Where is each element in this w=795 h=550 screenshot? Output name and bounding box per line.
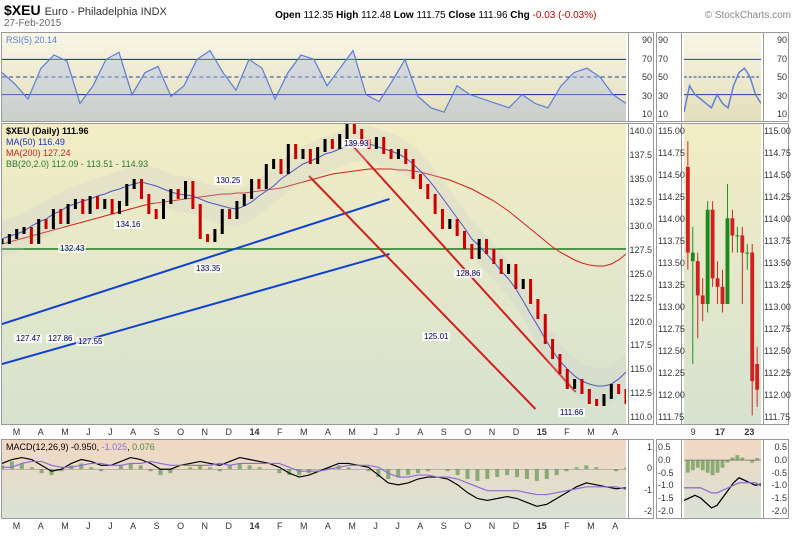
rsi-detail-panel: 9070503010 9070503010 bbox=[656, 32, 789, 122]
price-annotation: 139.93 bbox=[342, 139, 370, 148]
rsi-value: 20.14 bbox=[35, 35, 58, 45]
macd-detail-panel: 0.50.0-0.5-1.0-1.5-2.0 0.50.0-0.5-1.0-1.… bbox=[656, 439, 789, 519]
price-annotation: 132.43 bbox=[58, 244, 86, 253]
detail-column: 9070503010 9070503010 115.00114.75114.50… bbox=[655, 31, 790, 532]
price-annotation: 127.55 bbox=[76, 337, 104, 346]
chart-header: $XEU Euro - Philadelphia INDX 27-Feb-201… bbox=[0, 0, 795, 31]
price-annotation: 127.86 bbox=[46, 334, 74, 343]
ohlc-row: Open 112.35 High 112.48 Low 111.75 Close… bbox=[275, 10, 596, 21]
rsi-label: RSI(5) bbox=[6, 35, 32, 45]
price-panel: $XEU (Daily) 111.96 MA(50) 116.49 MA(200… bbox=[1, 123, 654, 425]
price-annotation: 134.16 bbox=[114, 220, 142, 229]
watermark: © StockCharts.com bbox=[705, 10, 791, 21]
price-annotation: 133.35 bbox=[194, 264, 222, 273]
x-axis-main: MAMJJASOND14FMAMJJASOND15FMA bbox=[0, 426, 655, 438]
symbol-name: Euro - Philadelphia INDX bbox=[45, 6, 167, 18]
price-legend: $XEU (Daily) 111.96 bbox=[6, 126, 89, 136]
symbol: $XEU bbox=[4, 2, 41, 18]
x-axis-macd: MAMJJASOND14FMAMJJASOND15FMA bbox=[0, 520, 655, 532]
x-axis-detail: 91723 bbox=[655, 426, 790, 438]
price-annotation: 128.86 bbox=[454, 269, 482, 278]
price-annotation: 125.01 bbox=[422, 332, 450, 341]
date: 27-Feb-2015 bbox=[4, 18, 167, 29]
price-annotation: 111.66 bbox=[558, 408, 585, 417]
price-detail-panel: 115.00114.75114.50114.25114.00113.75113.… bbox=[656, 123, 789, 425]
macd-panel: MACD(12,26,9) -0.950, -1.025, 0.076 10-1… bbox=[1, 439, 654, 519]
macd-y-axis: 10-1-2 bbox=[628, 440, 654, 518]
price-y-axis: 140.0137.5135.0132.5130.0127.5125.0122.5… bbox=[628, 124, 654, 424]
rsi-y-axis: 9070503010 bbox=[628, 33, 654, 121]
price-annotation: 127.47 bbox=[14, 334, 42, 343]
price-annotation: 130.25 bbox=[214, 176, 242, 185]
main-column: RSI(5) 20.14 9070503010 $XEU (Daily) 111… bbox=[0, 31, 655, 532]
rsi-panel: RSI(5) 20.14 9070503010 bbox=[1, 32, 654, 122]
